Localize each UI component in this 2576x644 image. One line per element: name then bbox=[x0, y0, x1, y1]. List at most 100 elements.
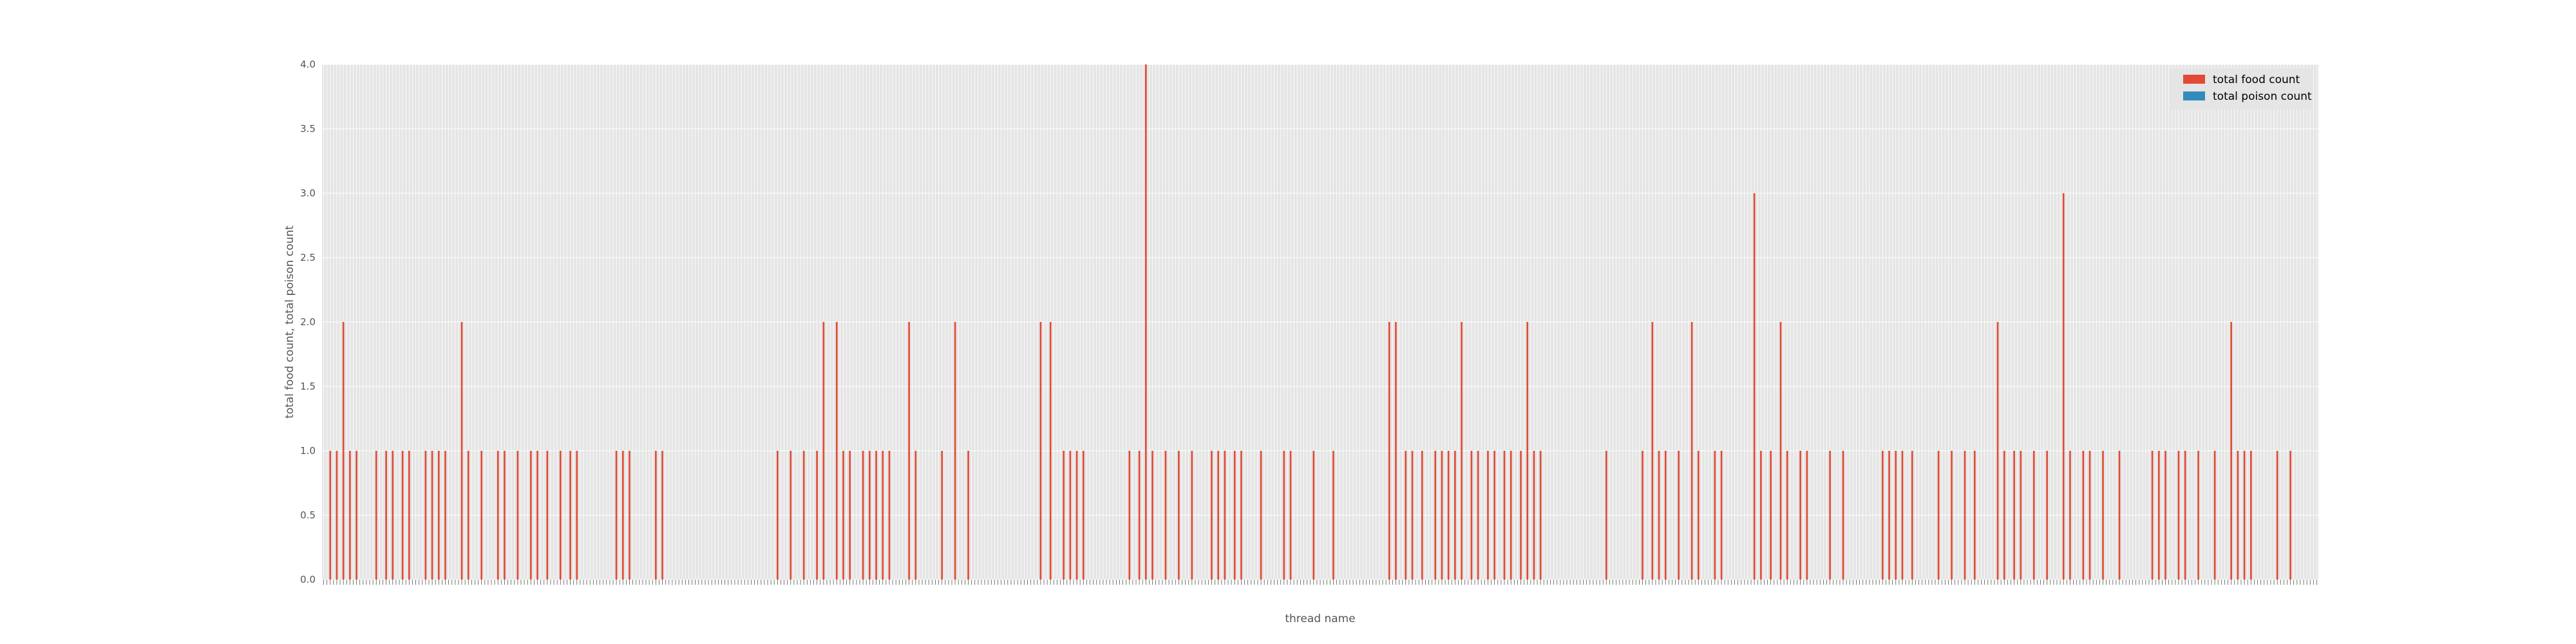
food-bar bbox=[504, 451, 506, 580]
food-bar bbox=[822, 322, 825, 580]
food-bar bbox=[529, 451, 532, 580]
food-bar bbox=[355, 451, 357, 580]
food-bar bbox=[431, 451, 433, 580]
food-bar bbox=[1770, 451, 1772, 580]
food-bar bbox=[862, 451, 864, 580]
food-bar bbox=[1240, 451, 1242, 580]
food-bar bbox=[2250, 451, 2252, 580]
food-bar bbox=[2088, 451, 2091, 580]
food-bar bbox=[1138, 451, 1141, 580]
food-bar bbox=[1678, 451, 1680, 580]
food-bar bbox=[849, 451, 851, 580]
food-bar bbox=[480, 451, 482, 580]
food-bar bbox=[1260, 451, 1262, 580]
food-bar bbox=[1605, 451, 1607, 580]
food-bar bbox=[621, 451, 624, 580]
y-axis-label: total food count, total poison count bbox=[283, 225, 296, 419]
food-bar bbox=[1224, 451, 1226, 580]
food-bar bbox=[1151, 451, 1153, 580]
food-bar bbox=[1441, 451, 1443, 580]
food-bar bbox=[1421, 451, 1423, 580]
food-bar bbox=[2177, 451, 2180, 580]
food-bar bbox=[375, 451, 377, 580]
y-tick-label: 2.0 bbox=[300, 316, 316, 328]
food-bar bbox=[2013, 451, 2015, 580]
legend-label-food: total food count bbox=[2213, 73, 2300, 86]
food-bar bbox=[497, 451, 499, 580]
food-bar bbox=[1454, 451, 1456, 580]
food-bar bbox=[1806, 451, 1808, 580]
food-bar bbox=[2082, 451, 2085, 580]
food-bar bbox=[882, 451, 884, 580]
food-bar bbox=[1332, 451, 1334, 580]
food-bar bbox=[1487, 451, 1489, 580]
food-bar bbox=[1520, 451, 1522, 580]
food-bar bbox=[2020, 451, 2022, 580]
food-bar bbox=[1217, 451, 1219, 580]
food-bar bbox=[941, 451, 943, 580]
food-bar bbox=[1470, 451, 1473, 580]
food-bar bbox=[1493, 451, 1495, 580]
bars-group bbox=[329, 64, 2291, 580]
food-bar bbox=[1690, 322, 1693, 580]
y-axis-ticks: 0.0 0.5 1.0 1.5 2.0 2.5 3.0 3.5 4.0 bbox=[300, 59, 316, 585]
legend-swatch-poison bbox=[2183, 91, 2205, 100]
food-bar bbox=[2062, 193, 2065, 580]
food-bar bbox=[629, 451, 630, 580]
food-bar bbox=[2151, 451, 2154, 580]
food-bar bbox=[835, 322, 838, 580]
food-bar bbox=[1951, 451, 1953, 580]
food-bar bbox=[954, 322, 956, 580]
y-tick-label: 3.5 bbox=[300, 123, 316, 135]
food-bar bbox=[1283, 451, 1285, 580]
food-bar bbox=[888, 451, 891, 580]
food-bar bbox=[1760, 451, 1762, 580]
food-bar bbox=[2197, 451, 2199, 580]
food-bar bbox=[1526, 322, 1529, 580]
food-bar bbox=[336, 451, 338, 580]
food-bar bbox=[661, 451, 663, 580]
food-bar bbox=[546, 451, 549, 580]
food-bar bbox=[1405, 451, 1407, 580]
food-bar bbox=[516, 451, 519, 580]
food-bar bbox=[1964, 451, 1966, 580]
food-bar bbox=[790, 451, 792, 580]
food-bar bbox=[914, 451, 917, 580]
food-bar bbox=[2069, 451, 2071, 580]
food-bar bbox=[1503, 451, 1506, 580]
food-bar bbox=[2158, 451, 2160, 580]
food-bar bbox=[1642, 451, 1643, 580]
food-bar bbox=[329, 451, 332, 580]
food-bar bbox=[1178, 451, 1180, 580]
x-axis-label: thread name bbox=[1285, 612, 1355, 625]
food-bar bbox=[1799, 451, 1801, 580]
food-bar bbox=[349, 451, 351, 580]
food-bar bbox=[2184, 451, 2186, 580]
food-bar bbox=[1039, 322, 1042, 580]
food-bar bbox=[2032, 451, 2035, 580]
food-bar bbox=[1063, 451, 1065, 580]
food-bar bbox=[1312, 451, 1315, 580]
food-bar bbox=[1461, 322, 1463, 580]
food-bar bbox=[569, 451, 571, 580]
food-bar bbox=[1658, 451, 1660, 580]
food-bar bbox=[802, 451, 805, 580]
legend: total food count total poison count bbox=[2170, 68, 2313, 109]
food-bar bbox=[2003, 451, 2005, 580]
food-bar bbox=[842, 451, 844, 580]
food-bar bbox=[1720, 451, 1723, 580]
food-bar bbox=[655, 451, 657, 580]
food-bar bbox=[1698, 451, 1700, 580]
food-bar bbox=[536, 451, 538, 580]
food-bar bbox=[2046, 451, 2048, 580]
food-bar bbox=[1974, 451, 1976, 580]
food-bar bbox=[1651, 322, 1654, 580]
y-tick-label: 0.5 bbox=[300, 509, 316, 521]
food-bar bbox=[777, 451, 779, 580]
food-bar bbox=[1128, 451, 1131, 580]
food-bar bbox=[1477, 451, 1479, 580]
food-bar bbox=[1082, 451, 1084, 580]
y-tick-label: 1.5 bbox=[300, 381, 316, 392]
food-bar bbox=[408, 451, 410, 580]
food-bar bbox=[1539, 451, 1542, 580]
